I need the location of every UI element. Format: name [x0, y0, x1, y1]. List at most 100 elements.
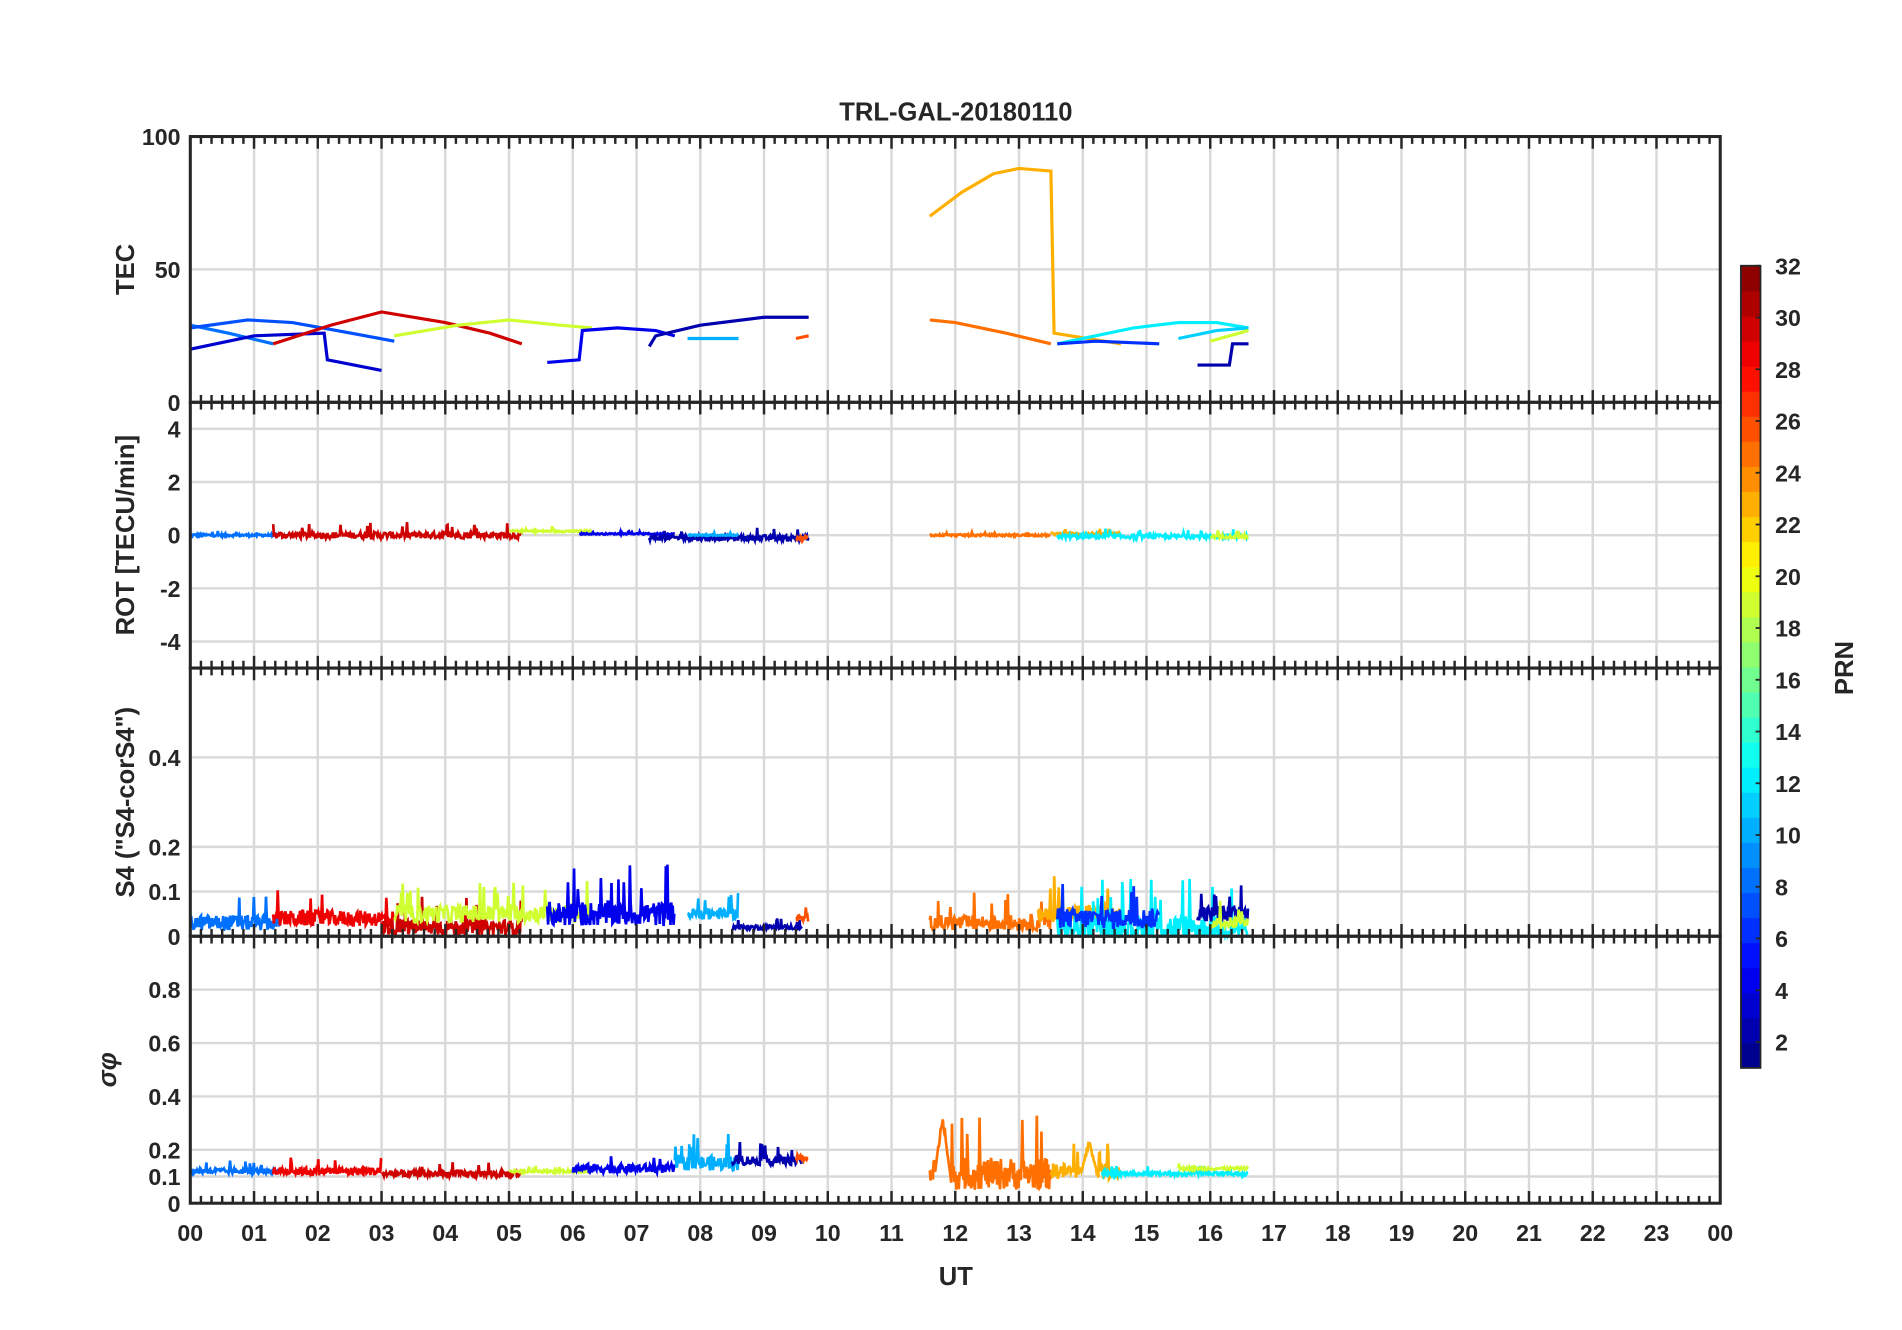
tec-line-prn3	[189, 331, 382, 372]
colorbar-tick-label: 10	[1775, 823, 1801, 849]
s4-trace-prn2	[731, 918, 803, 934]
colorbar-swatch	[1740, 441, 1761, 467]
colorbar-swatch	[1740, 466, 1761, 492]
x-tick-label: 18	[1325, 1220, 1351, 1246]
y-tick-label: 0.6	[148, 1031, 180, 1057]
y-tick-label: 0.8	[148, 977, 180, 1003]
tec-line-prn4	[547, 326, 676, 365]
colorbar-swatch	[1740, 1042, 1761, 1069]
sigma-trace-prn8	[188, 1160, 281, 1179]
x-tick-label: 19	[1389, 1220, 1415, 1246]
panel-rot: -4 -2 0 2 4 ROT [TECU/min]	[112, 400, 1722, 670]
y-tick-label: 0	[168, 924, 181, 950]
s4-trace-prn6	[1055, 884, 1161, 930]
s4-trace-prn4	[545, 864, 676, 928]
colorbar-swatch	[1740, 315, 1761, 342]
colorbar-swatch	[1740, 691, 1761, 718]
sigma-trace-prn29	[271, 1157, 383, 1179]
tec-line-prn11	[1178, 326, 1249, 341]
colorbar-swatch	[1740, 516, 1761, 543]
y-tick-label: 0	[168, 390, 181, 416]
x-tick-label: 13	[1006, 1220, 1032, 1246]
x-tick-label: 10	[815, 1220, 841, 1246]
y-tick-label: 0.1	[148, 879, 180, 905]
y-tick-label: 4	[168, 416, 181, 442]
colorbar-tick-label: 8	[1775, 874, 1788, 900]
colorbar-swatch	[1740, 917, 1761, 944]
x-tick-label: 12	[942, 1220, 968, 1246]
colorbar-swatch	[1740, 641, 1761, 668]
tec-line-prn26	[795, 334, 809, 341]
y-axis-label-s4: S4 ("S4-corS4")	[112, 707, 140, 898]
sigma-trace-prn10	[673, 1134, 740, 1173]
x-tick-label: 14	[1070, 1220, 1096, 1246]
rot-trace-prn25	[929, 527, 1051, 540]
colorbar-swatch	[1740, 992, 1761, 1019]
rot-trace-prn26	[795, 533, 809, 545]
colorbar-swatch	[1740, 366, 1761, 392]
colorbar-tick-label: 6	[1775, 926, 1788, 952]
colorbar-frame	[1740, 264, 1762, 1069]
x-tick-label: 11	[879, 1220, 904, 1246]
colorbar-tick-label: 12	[1775, 771, 1801, 797]
s4-trace-prn19	[393, 880, 593, 927]
colorbar-swatch	[1740, 491, 1761, 518]
tec-line-prn19	[394, 318, 593, 338]
colorbar-tick-label: 18	[1775, 616, 1801, 642]
x-tick-label: 08	[687, 1220, 713, 1246]
s4-trace-prn10	[687, 893, 740, 922]
s4-trace-prn26	[795, 907, 810, 926]
colorbar-tick-label: 26	[1775, 409, 1801, 435]
x-tick-label: 03	[369, 1220, 395, 1246]
colorbar-label: PRN	[1831, 641, 1859, 695]
colorbar-swatch	[1740, 616, 1761, 643]
series-group	[190, 522, 1249, 546]
x-tick-label: 22	[1580, 1220, 1606, 1246]
x-tick-label: 00	[177, 1220, 203, 1246]
sigma-trace-prn25	[928, 1115, 1052, 1192]
colorbar-tick-label: 16	[1775, 667, 1801, 693]
y-tick-label: 0	[168, 1191, 181, 1217]
colorbar-tick-label: 30	[1775, 305, 1801, 331]
colorbar-swatch	[1740, 666, 1761, 693]
x-tick-label: 02	[305, 1220, 331, 1246]
x-tick-label: 15	[1134, 1220, 1160, 1246]
colorbar-swatch	[1740, 967, 1761, 994]
y-tick-label: 50	[155, 257, 181, 283]
y-axis-label-rot: ROT [TECU/min]	[112, 435, 140, 635]
colorbar-swatch	[1740, 391, 1761, 417]
y-tick-label: -2	[160, 576, 181, 602]
s4-trace-prn2	[1196, 885, 1250, 922]
y-tick-label: -4	[160, 629, 181, 655]
sigma-trace-prn19	[1177, 1162, 1250, 1174]
series-group	[189, 166, 1249, 372]
rot-trace-prn8	[190, 530, 281, 541]
colorbar-tick-label: 4	[1775, 978, 1788, 1004]
s4-trace-prn19	[1209, 900, 1250, 933]
x-tick-label: 05	[496, 1220, 522, 1246]
tec-line-prn25	[929, 318, 1052, 346]
y-tick-label: 0.2	[148, 834, 180, 860]
colorbar-swatch	[1740, 867, 1761, 894]
colorbar-tick-label: 2	[1775, 1030, 1788, 1056]
y-tick-label: 100	[142, 124, 181, 150]
rot-trace-prn4	[578, 526, 675, 539]
sigma-trace-prn26	[794, 1149, 809, 1165]
tec-line-prn7	[190, 318, 395, 343]
colorbar-tick-label: 28	[1775, 357, 1801, 383]
colorbar-swatch	[1740, 767, 1761, 793]
x-tick-label: 23	[1644, 1220, 1670, 1246]
x-tick-label: 09	[751, 1220, 777, 1246]
x-tick-label: 16	[1197, 1220, 1223, 1246]
colorbar-swatch	[1740, 416, 1761, 442]
sigma-trace-prn4	[571, 1156, 676, 1178]
tec-line-prn12	[1056, 320, 1249, 346]
tec-line-prn2	[1197, 342, 1249, 367]
colorbar-swatch	[1740, 842, 1761, 868]
colorbar-swatch	[1740, 541, 1761, 568]
colorbar-swatch	[1740, 892, 1761, 919]
x-tick-label: 21	[1516, 1220, 1542, 1246]
tec-line-prn30	[272, 310, 523, 346]
